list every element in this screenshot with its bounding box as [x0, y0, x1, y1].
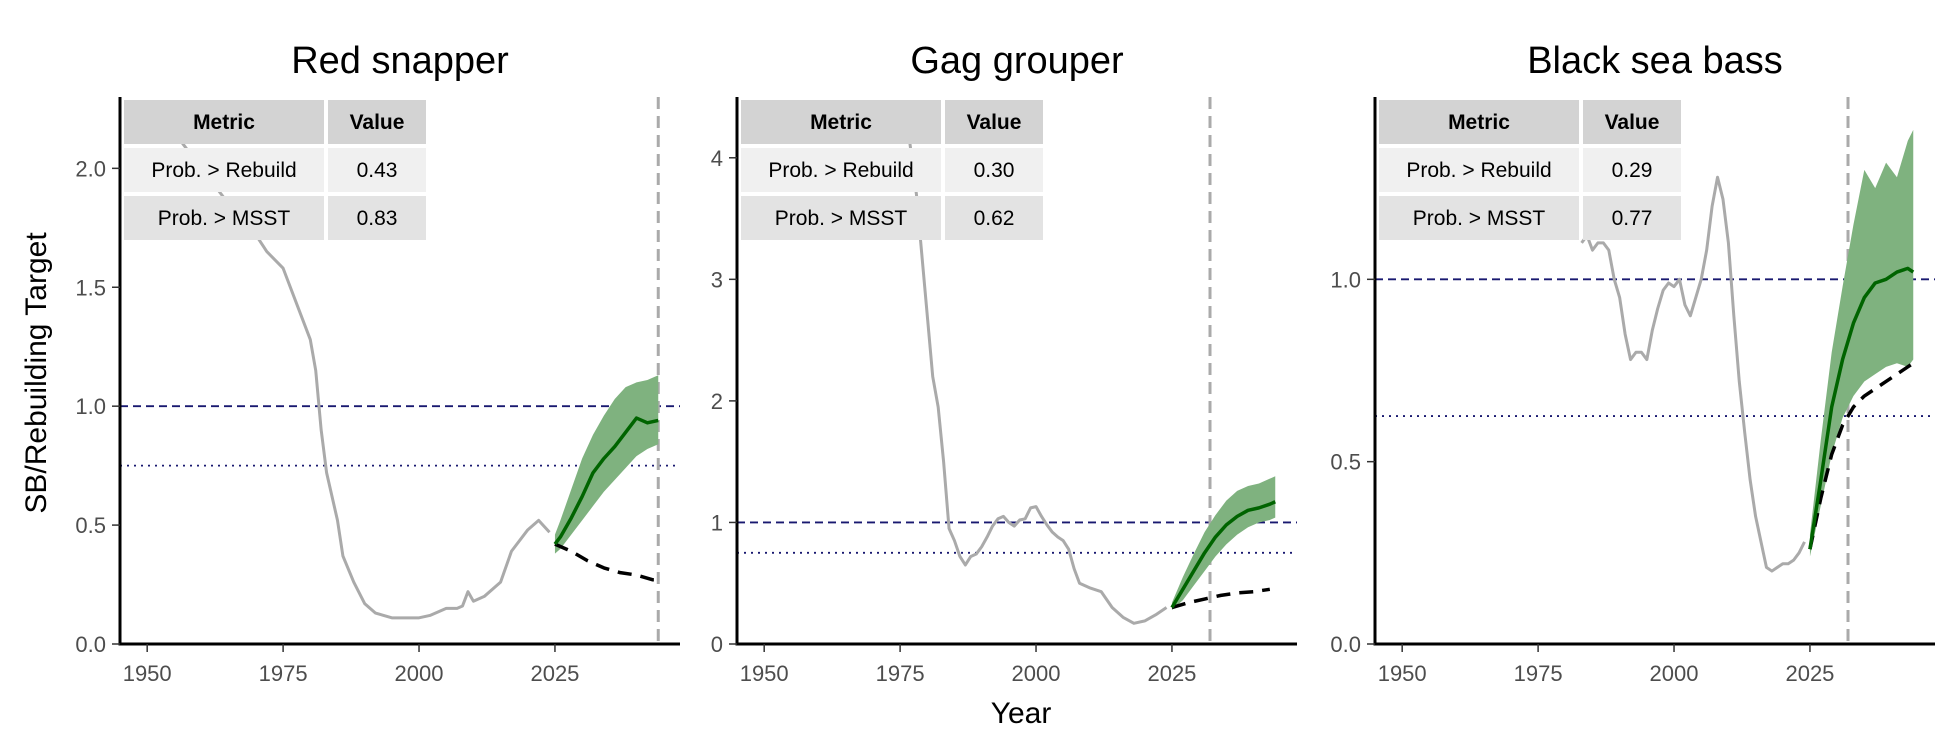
table-value: 0.77 [1612, 207, 1653, 230]
panel-title: Red snapper [291, 40, 509, 82]
panel-title: Black sea bass [1527, 40, 1783, 82]
projection-median-line [1808, 266, 1915, 550]
table-cell [124, 196, 324, 240]
x-tick-label: 1975 [1514, 661, 1563, 686]
y-tick-label: 2 [711, 389, 723, 414]
panel-1: Red snapper 1950 1975 2000 2025 0.0 0.5 1.0 1.5 2… [75, 40, 680, 686]
table-cell [328, 148, 426, 192]
table-cell [945, 196, 1043, 240]
table-value: 0.30 [974, 159, 1015, 182]
y-tick-label: 4 [711, 146, 723, 171]
plot-area [737, 97, 1297, 644]
x-tick-label: 2025 [1785, 661, 1834, 686]
x-tick-label: 1975 [259, 661, 308, 686]
table-cell [945, 148, 1043, 192]
metric-table: Metric Value Prob. > Rebuild 0.30 Prob. > MS… [741, 100, 1043, 240]
table-header-value: Value [1605, 111, 1660, 134]
projection-median-line [1170, 500, 1276, 609]
y-tick-label: 0.5 [75, 513, 106, 538]
x-tick-label: 1950 [1378, 661, 1427, 686]
projection-interval-band [1809, 129, 1914, 557]
x-tick-label: 2000 [395, 661, 444, 686]
x-tick-label: 2000 [1012, 661, 1061, 686]
projection-median-line [553, 416, 659, 546]
x-tick-label: 2025 [530, 661, 579, 686]
panel-3: Black sea bass 1950 1975 2000 2025 0.0 0.5 1.0 M… [1330, 40, 1935, 686]
table-value: 0.62 [974, 207, 1015, 230]
alt-projection-line [1808, 361, 1915, 550]
table-metric: Prob. > MSST [1413, 207, 1546, 230]
table-header-metric: Metric [193, 111, 255, 134]
x-tick-label: 1975 [876, 661, 925, 686]
y-tick-label: 3 [711, 267, 723, 292]
table-value: 0.83 [357, 207, 398, 230]
metric-table: Metric Value Prob. > Rebuild 0.29 Prob. > MS… [1379, 100, 1681, 240]
table-metric: Prob. > Rebuild [768, 159, 913, 182]
x-axis-title: Year [991, 697, 1052, 730]
panel-title: Gag grouper [910, 40, 1124, 82]
table-cell [741, 148, 941, 192]
projection-interval-band [1171, 476, 1276, 610]
table-cell [1583, 196, 1681, 240]
x-tick-label: 1950 [123, 661, 172, 686]
x-tick-label: 2000 [1650, 661, 1699, 686]
y-tick-label: 1.0 [1330, 267, 1361, 292]
table-metric: Prob. > MSST [158, 207, 291, 230]
historical-line [904, 108, 1168, 625]
table-header-value: Value [967, 111, 1022, 134]
table-header-cell [741, 100, 941, 144]
table-value: 0.43 [357, 159, 398, 182]
y-tick-label: 0.0 [1330, 632, 1361, 657]
y-tick-label: 1.0 [75, 394, 106, 419]
y-tick-label: 0.0 [75, 632, 106, 657]
x-tick-label: 2025 [1147, 661, 1196, 686]
panels: Red snapper 1950 1975 2000 2025 0.0 0.5 1.0 1.5 2… [75, 40, 1935, 686]
plot-area [120, 97, 680, 644]
projection-interval-band [554, 375, 659, 554]
alt-projection-line [1171, 587, 1271, 610]
table-cell [1583, 148, 1681, 192]
y-tick-label: 0 [711, 632, 723, 657]
y-tick-label: 1 [711, 510, 723, 535]
table-cell [124, 148, 324, 192]
table-value: 0.29 [1612, 159, 1653, 182]
table-header-cell [328, 100, 426, 144]
table-header-cell [945, 100, 1043, 144]
table-cell [1379, 196, 1579, 240]
table-metric: Prob. > Rebuild [1406, 159, 1551, 182]
y-axis-title: SB/Rebuilding Target [20, 232, 53, 514]
table-header-value: Value [350, 111, 405, 134]
metric-table: Metric Value Prob. > Rebuild 0.43 Prob. > MS… [124, 100, 426, 240]
y-tick-label: 1.5 [75, 275, 106, 300]
y-tick-label: 2.0 [75, 156, 106, 181]
x-tick-label: 1950 [740, 661, 789, 686]
table-header-metric: Metric [810, 111, 872, 134]
y-tick-label: 0.5 [1330, 450, 1361, 475]
alt-projection-line [554, 542, 659, 582]
table-header-cell [1379, 100, 1579, 144]
table-header-cell [1583, 100, 1681, 144]
table-header-metric: Metric [1448, 111, 1510, 134]
historical-line [146, 107, 551, 620]
table-cell [328, 196, 426, 240]
plot-area [1375, 97, 1935, 644]
table-cell [1379, 148, 1579, 192]
table-header-cell [124, 100, 324, 144]
table-cell [741, 196, 941, 240]
table-metric: Prob. > Rebuild [151, 159, 296, 182]
historical-line [1580, 175, 1806, 573]
panel-2: Gag grouper 1950 1975 2000 2025 0 1 2 3 4 Metric Va… [711, 40, 1297, 686]
table-metric: Prob. > MSST [775, 207, 908, 230]
